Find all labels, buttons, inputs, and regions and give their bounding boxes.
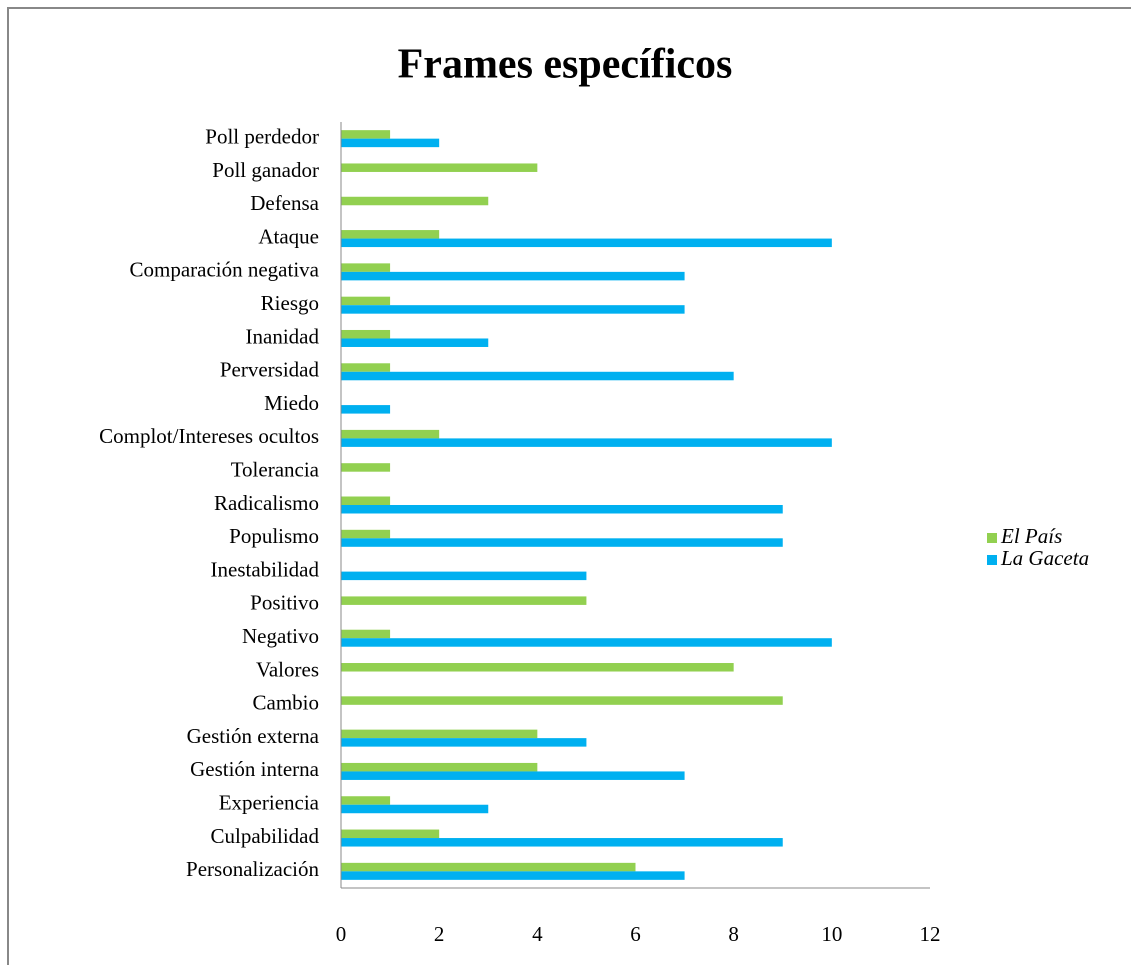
- bar: [341, 463, 391, 472]
- y-tick-label: Positivo: [250, 591, 319, 615]
- y-tick-label: Perversidad: [220, 358, 320, 382]
- bar: [341, 429, 440, 439]
- bar: [341, 329, 391, 339]
- bar: [341, 663, 734, 672]
- y-tick-label: Complot/Intereses ocultos: [99, 424, 319, 448]
- y-tick-label: Gestión interna: [190, 757, 320, 781]
- x-tick-label: 12: [920, 922, 941, 946]
- bar: [341, 529, 391, 539]
- y-tick-label: Inanidad: [246, 324, 320, 348]
- bar: [341, 762, 538, 772]
- bar: [341, 496, 391, 505]
- bar: [341, 838, 783, 847]
- legend-label: La Gaceta: [1000, 546, 1089, 570]
- bar: [341, 638, 832, 647]
- bar: [341, 729, 538, 739]
- bar: [341, 238, 832, 248]
- y-tick-label: Radicalismo: [214, 491, 319, 515]
- y-tick-label: Cambio: [253, 691, 320, 715]
- bar: [341, 296, 391, 306]
- x-tick-label: 8: [728, 922, 739, 946]
- x-tick-label: 6: [630, 922, 641, 946]
- y-tick-label: Inestabilidad: [211, 557, 320, 581]
- y-tick-label: Riesgo: [261, 291, 319, 315]
- bar: [341, 163, 538, 172]
- x-tick-label: 4: [532, 922, 543, 946]
- bar: [341, 538, 783, 547]
- x-tick-label: 10: [821, 922, 842, 946]
- y-tick-label: Experiencia: [219, 791, 320, 815]
- legend-swatch: [987, 533, 997, 543]
- bar: [341, 130, 391, 139]
- bar: [341, 862, 636, 872]
- y-tick-label: Personalización: [186, 857, 319, 881]
- bar: [341, 629, 391, 639]
- bar: [341, 505, 783, 514]
- y-tick-label: Negativo: [242, 624, 319, 648]
- x-tick-label: 2: [434, 922, 445, 946]
- bar: [341, 338, 489, 347]
- chart-frame: [7, 7, 1131, 965]
- y-tick-label: Ataque: [258, 224, 319, 248]
- bar: [341, 829, 440, 839]
- y-tick-label: Poll perdedor: [205, 124, 319, 148]
- bar: [341, 596, 587, 605]
- legend-swatch: [987, 555, 997, 565]
- legend-label: El País: [1000, 524, 1062, 548]
- bar: [341, 771, 685, 780]
- y-tick-label: Comparación negativa: [129, 258, 319, 282]
- bar: [341, 571, 587, 581]
- bar: [341, 438, 832, 447]
- bar: [341, 371, 734, 381]
- bar: [341, 230, 440, 239]
- bar: [341, 796, 391, 805]
- y-tick-label: Poll ganador: [212, 158, 319, 182]
- bar: [341, 196, 489, 206]
- chart-title: Frames específicos: [398, 42, 733, 88]
- bar: [341, 271, 685, 281]
- bar: [341, 263, 391, 272]
- bar: [341, 738, 587, 747]
- y-tick-label: Populismo: [229, 524, 319, 548]
- bar: [341, 405, 391, 414]
- y-tick-label: Tolerancia: [231, 458, 320, 482]
- y-tick-label: Valores: [256, 657, 319, 681]
- x-tick-label: 0: [336, 922, 347, 946]
- y-tick-label: Defensa: [250, 191, 319, 215]
- y-tick-label: Culpabilidad: [211, 824, 320, 848]
- y-tick-label: Miedo: [264, 391, 319, 415]
- bar: [341, 696, 783, 705]
- y-tick-label: Gestión externa: [187, 724, 320, 748]
- bar: [341, 871, 685, 880]
- bar: [341, 363, 391, 372]
- bar: [341, 804, 489, 814]
- bar: [341, 138, 440, 148]
- bar: [341, 305, 685, 314]
